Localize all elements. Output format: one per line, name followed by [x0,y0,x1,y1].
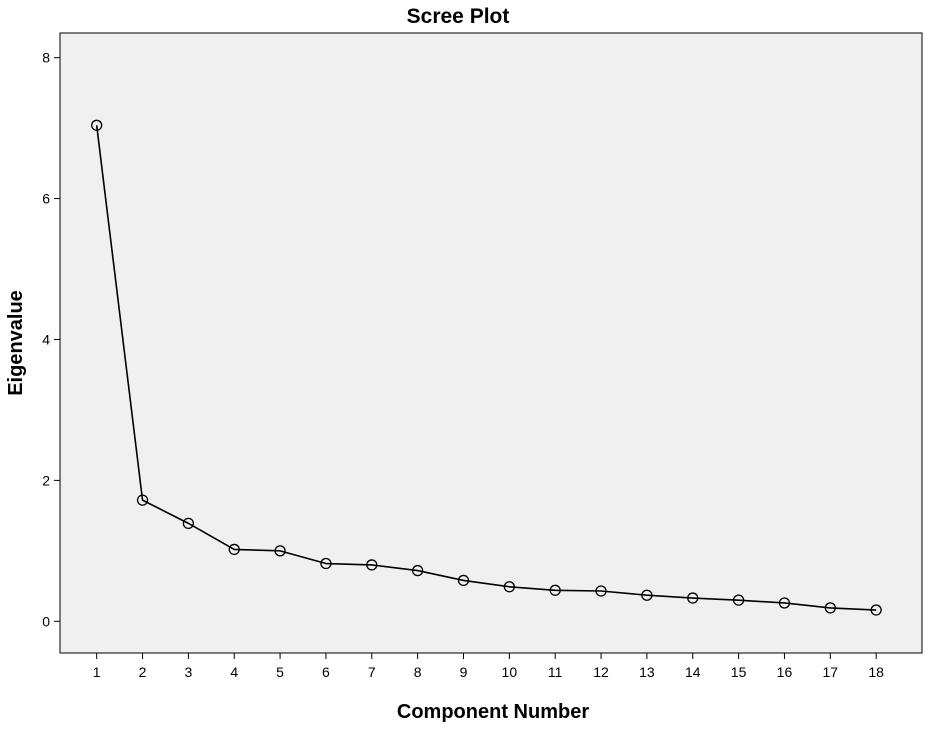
data-point [687,592,699,604]
chart-title: Scree Plot [407,5,510,28]
data-point [91,119,103,131]
data-point [457,574,470,587]
x-axis-label: Component Number [397,701,589,723]
x-tick-label: 18 [868,664,884,680]
x-tick-label: 2 [139,664,147,680]
series-group [91,119,882,616]
series-line [95,125,877,611]
x-tick-label: 7 [368,664,376,680]
x-tick-label: 13 [639,664,655,680]
x-tick-label: 15 [731,664,747,680]
data-point [641,589,653,601]
x-tick-label: 8 [414,664,422,680]
x-tick-label: 6 [322,664,330,680]
x-tick-label: 17 [823,664,839,680]
data-point [228,543,240,556]
x-tick-label: 12 [593,664,609,680]
data-point [595,585,607,597]
y-axis-label: Eigenvalue [5,290,27,396]
x-tick-label: 1 [93,664,101,680]
data-point [732,594,745,606]
y-tick-label: 2 [42,472,50,488]
x-tick-label: 5 [276,664,284,680]
x-tick-label: 16 [777,664,793,680]
data-point [182,517,195,530]
data-point [549,584,561,596]
data-point [503,581,515,593]
data-point [366,559,378,571]
x-tick-label: 3 [184,664,192,680]
data-point [320,557,332,570]
x-tick-label: 10 [502,664,518,680]
y-tick-label: 0 [42,613,50,629]
x-tick-label: 9 [460,664,468,680]
data-point [274,545,286,557]
x-tick-label: 14 [685,664,701,680]
data-point [411,564,424,577]
data-point [778,597,791,609]
y-tick-label: 8 [42,50,50,66]
x-axis: 1 2 3 4 5 6 7 8 9 10 11 12 13 14 15 16 17 18 [93,653,884,680]
data-point [824,602,836,614]
x-tick-label: 4 [230,664,238,680]
y-tick-label: 6 [42,191,50,207]
data-point [870,604,882,616]
x-tick-label: 11 [548,664,563,680]
plot-area [59,32,923,654]
y-tick-label: 4 [42,331,50,347]
data-point [136,494,149,506]
y-axis: 0 2 4 6 8 [42,50,60,629]
